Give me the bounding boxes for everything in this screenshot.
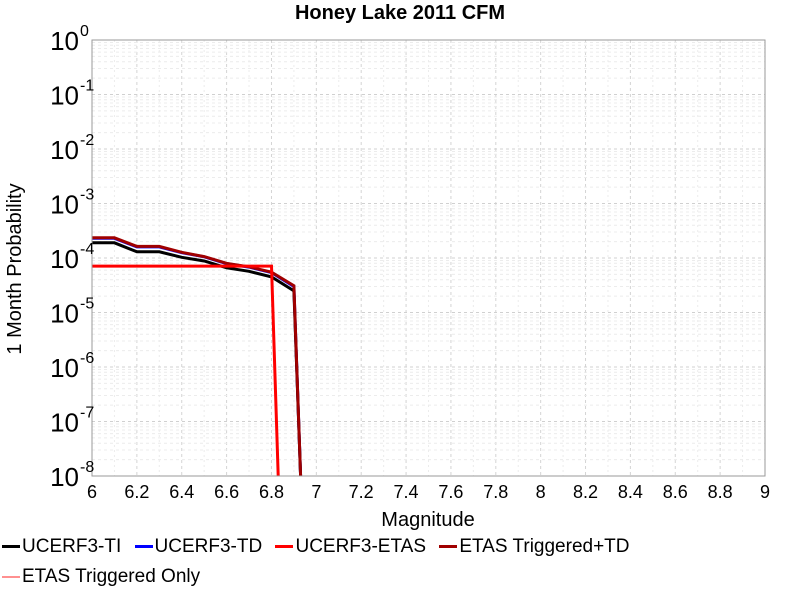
series-layer <box>92 236 303 477</box>
x-tick-label: 8.8 <box>708 482 733 502</box>
y-tick-mantissa: 10 <box>50 408 79 438</box>
legend-item-ucerf3-td: UCERF3-TD <box>133 536 263 558</box>
y-tick-mantissa: 10 <box>50 244 79 274</box>
legend-label: UCERF3-TD <box>154 536 263 557</box>
y-tick-mantissa: 10 <box>50 353 79 383</box>
legend-item-ucerf3-etas: UCERF3-ETAS <box>273 536 426 558</box>
y-tick-label: 10 -4 <box>50 241 94 274</box>
x-tick-label: 8.6 <box>663 482 688 502</box>
x-tick-label: 7.4 <box>394 482 419 502</box>
y-tick-label: 10 -1 <box>50 78 94 111</box>
y-tick-label: 10 -6 <box>50 350 94 383</box>
y-tick-exponent: -7 <box>80 405 94 422</box>
y-tick-label: 10 -2 <box>50 132 94 165</box>
y-tick-exponent: -5 <box>80 296 94 313</box>
x-tick-labels: 6 6.2 6.4 6.6 6.8 7 7.2 7.4 7.6 7.8 8 8.2 8.4 8.6 8.8 9 <box>87 482 770 502</box>
y-axis-label: 1 Month Probability <box>4 183 26 354</box>
legend-label: UCERF3-ETAS <box>295 536 427 557</box>
y-tick-mantissa: 10 <box>50 462 79 492</box>
legend-item-ucerf3-ti: UCERF3-TI <box>0 536 121 558</box>
legend-label: UCERF3-TI <box>22 536 122 557</box>
legend-swatch <box>439 545 458 549</box>
y-tick-label: 10 -8 <box>50 459 94 492</box>
x-tick-label: 6.8 <box>259 482 284 502</box>
y-tick-exponent: -8 <box>80 459 94 476</box>
y-tick-mantissa: 10 <box>50 190 79 220</box>
legend-swatch <box>2 545 20 549</box>
x-tick-label: 8.2 <box>573 482 598 502</box>
x-tick-label: 7 <box>311 482 321 502</box>
y-tick-mantissa: 10 <box>50 26 79 56</box>
x-tick-label: 6.4 <box>169 482 194 502</box>
legend-row-1: UCERF3-TI UCERF3-TD UCERF3-ETAS ETAS Tri… <box>0 536 800 566</box>
y-tick-exponent: 0 <box>80 23 89 40</box>
x-axis-label: Magnitude <box>381 509 474 531</box>
y-tick-exponent: -4 <box>80 241 94 258</box>
series-line-etas-triggered-td <box>92 236 303 477</box>
y-tick-exponent: -3 <box>80 187 94 204</box>
x-tick-label: 6 <box>87 482 97 502</box>
x-tick-label: 7.8 <box>483 482 508 502</box>
chart-title: Honey Lake 2011 CFM <box>295 2 505 24</box>
x-tick-label: 8 <box>536 482 546 502</box>
y-tick-mantissa: 10 <box>50 81 79 111</box>
plot-frame <box>91 39 766 477</box>
y-tick-exponent: -2 <box>80 132 94 149</box>
y-tick-label: 10 -3 <box>50 187 94 220</box>
legend-swatch <box>134 545 153 549</box>
legend-label: ETAS Triggered+TD <box>459 536 630 557</box>
x-tick-label: 8.4 <box>618 482 643 502</box>
series-line-ucerf3-etas <box>92 264 280 477</box>
y-tick-mantissa: 10 <box>50 135 79 165</box>
legend-item-etas-triggered-only: ETAS Triggered Only <box>0 566 200 588</box>
x-tick-label: 6.6 <box>214 482 239 502</box>
legend-row-2: ETAS Triggered Only <box>0 566 800 596</box>
legend-swatch <box>2 575 20 578</box>
x-tick-label: 7.6 <box>438 482 463 502</box>
legend-item-etas-triggered-td: ETAS Triggered+TD <box>437 536 630 558</box>
x-tick-label: 9 <box>760 482 770 502</box>
y-tick-exponent: -1 <box>80 78 94 95</box>
y-tick-mantissa: 10 <box>50 299 79 329</box>
legend-swatch <box>275 545 294 549</box>
x-tick-label: 7.2 <box>349 482 374 502</box>
y-tick-label: 10 0 <box>50 23 89 56</box>
y-tick-label: 10 -5 <box>50 296 94 329</box>
y-tick-exponent: -6 <box>80 350 94 367</box>
x-tick-label: 6.2 <box>124 482 149 502</box>
series-line-ucerf3-ti <box>92 241 303 477</box>
legend: UCERF3-TI UCERF3-TD UCERF3-ETAS ETAS Tri… <box>0 536 800 596</box>
y-tick-label: 10 -7 <box>50 405 94 438</box>
legend-label: ETAS Triggered Only <box>22 566 201 587</box>
